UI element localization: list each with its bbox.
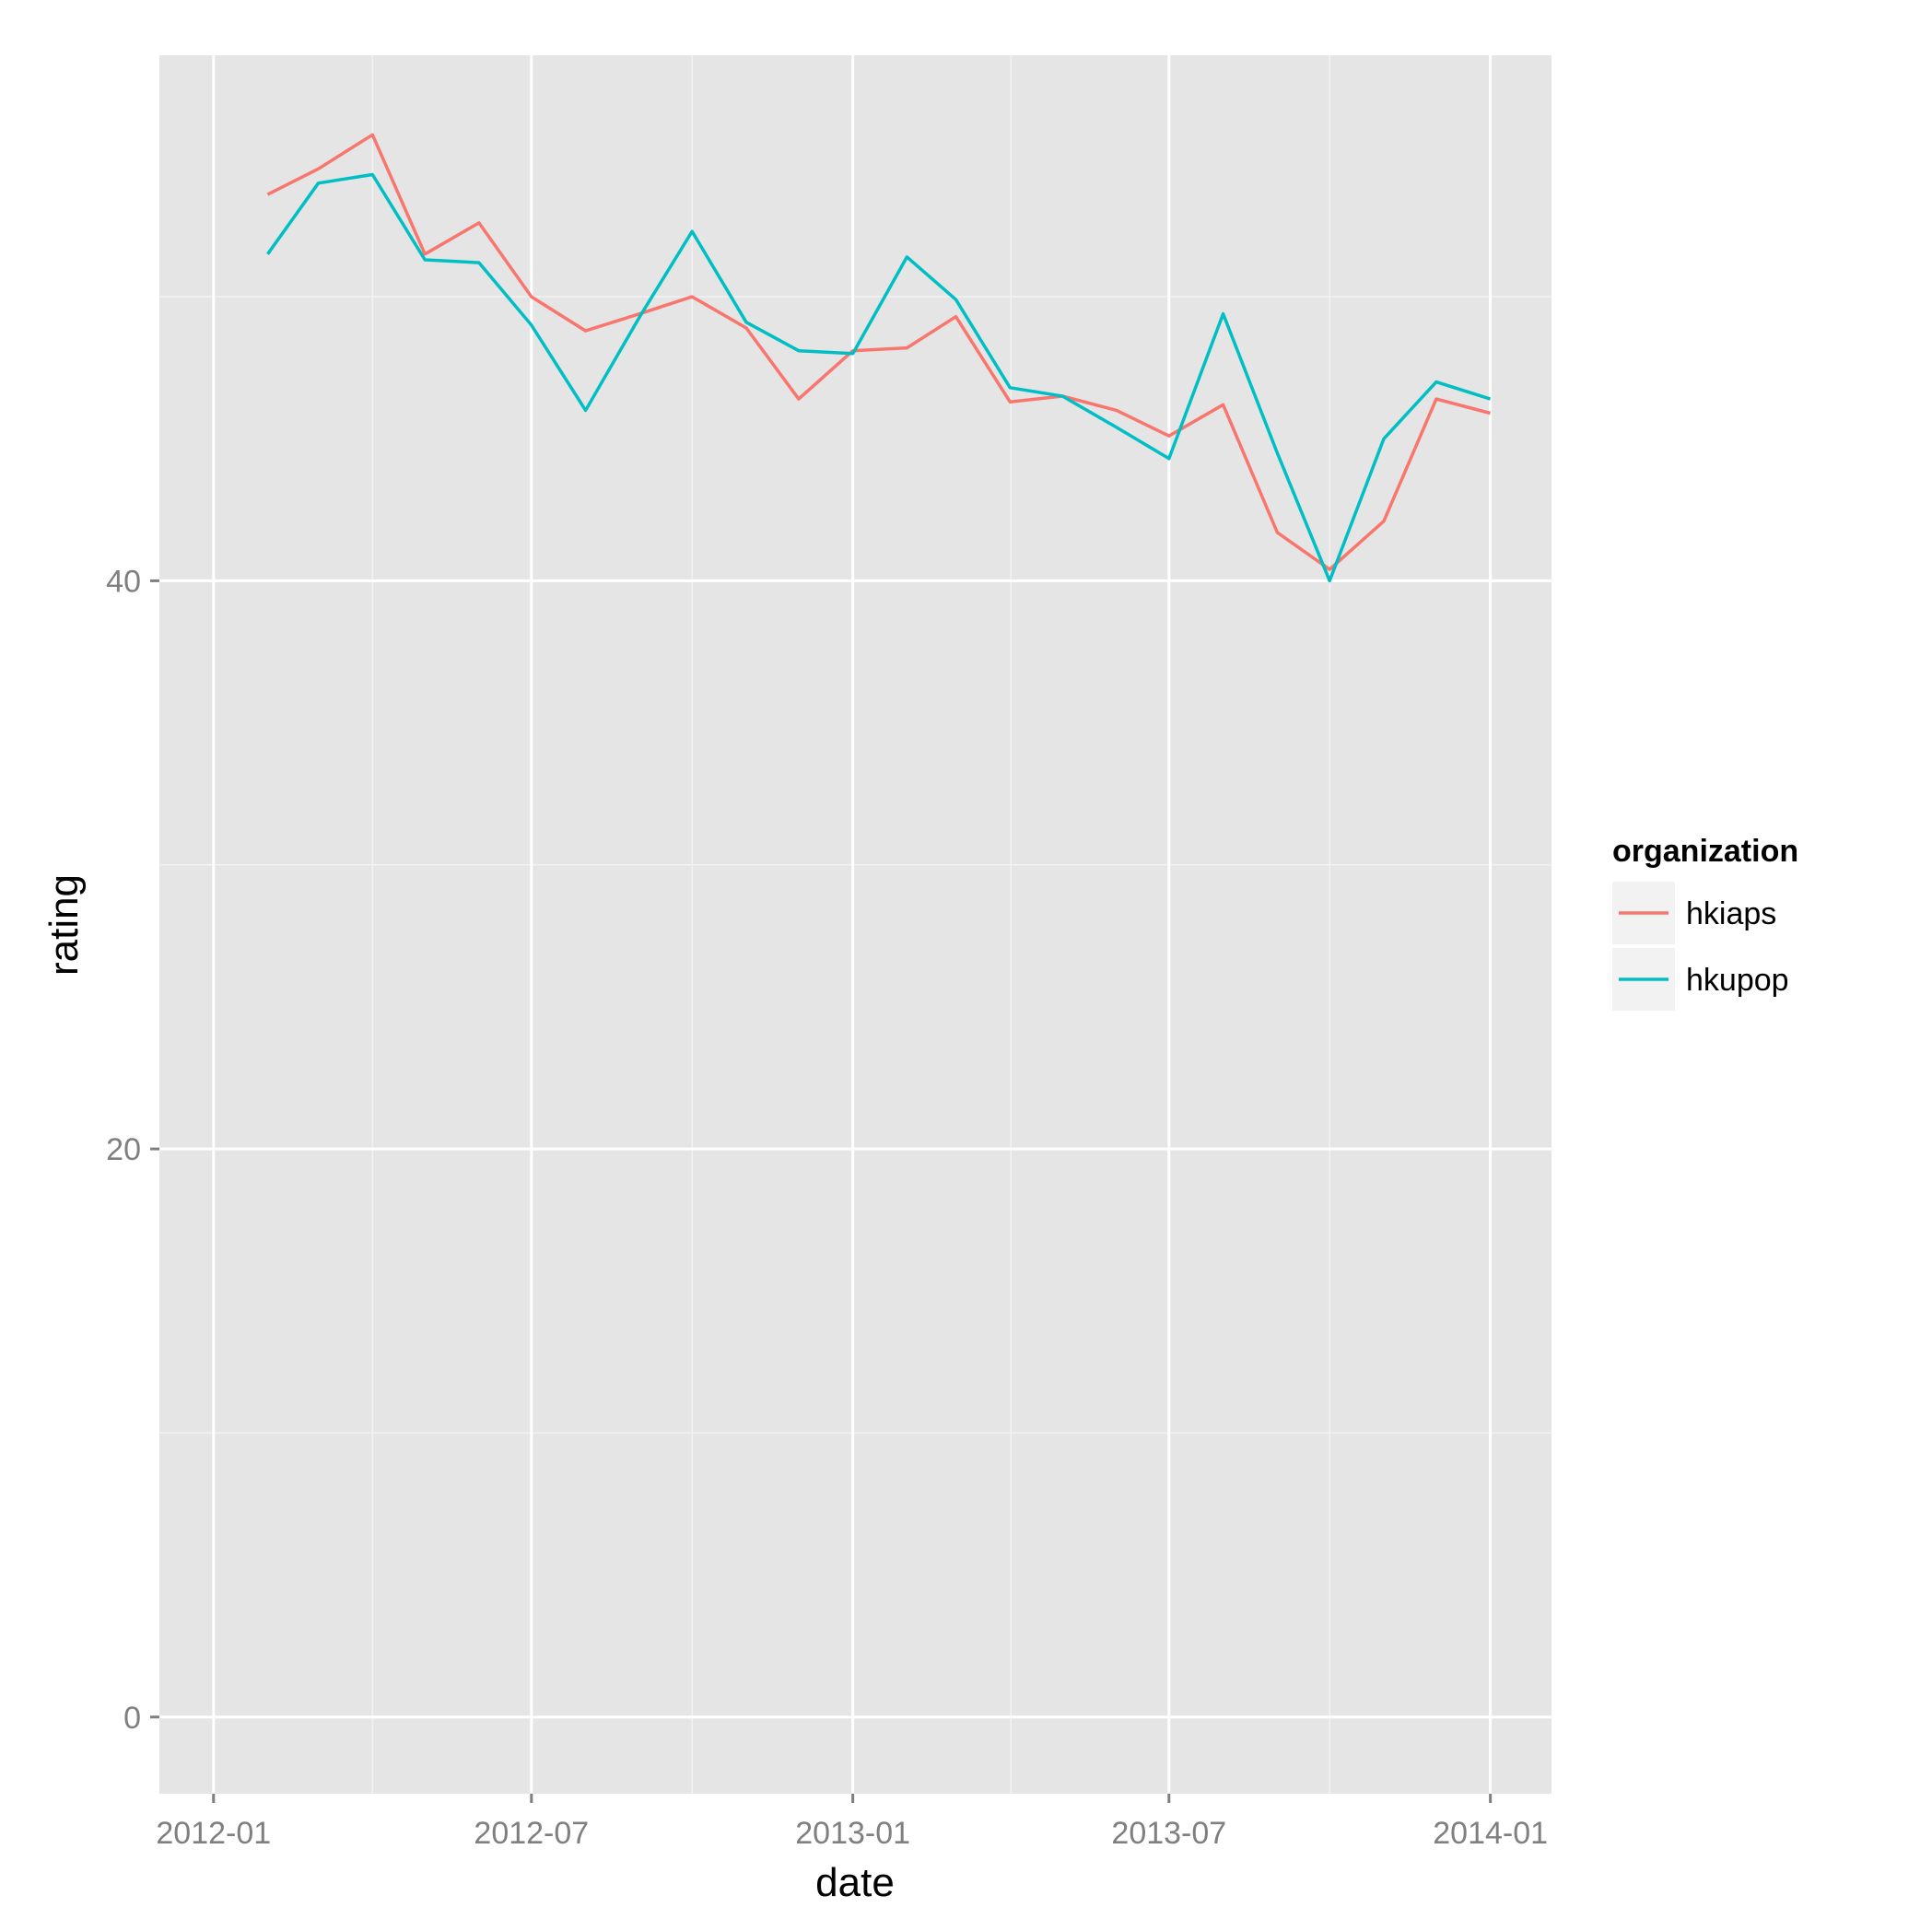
legend-items: hkiaps hkupop bbox=[1612, 882, 1789, 1011]
legend: organization hkiaps hkupop bbox=[1612, 834, 1798, 1011]
major-gridlines bbox=[159, 55, 1551, 1794]
axes: 2012-01 2012-07 2013-01 2013-07 2014-01 0 20 40 bbox=[106, 564, 1548, 1851]
y-tick-label: 0 bbox=[123, 1701, 141, 1736]
y-axis-title: rating bbox=[41, 874, 87, 976]
x-tick-label: 2012-01 bbox=[156, 1816, 271, 1851]
series-lines bbox=[266, 133, 1492, 583]
x-tick-label: 2012-07 bbox=[474, 1816, 589, 1851]
y-tick-label: 40 bbox=[106, 564, 141, 599]
legend-title: organization bbox=[1612, 834, 1798, 869]
plot-panel bbox=[159, 55, 1551, 1794]
legend-label: hkupop bbox=[1686, 963, 1789, 998]
x-axis-title: date bbox=[815, 1860, 895, 1905]
x-tick-label: 2014-01 bbox=[1433, 1816, 1548, 1851]
minor-gridlines bbox=[159, 55, 1551, 1794]
y-tick-label: 20 bbox=[106, 1132, 141, 1167]
series-line-hkiaps bbox=[266, 133, 1492, 571]
series-line-hkupop bbox=[266, 172, 1492, 583]
legend-label: hkiaps bbox=[1686, 896, 1776, 931]
x-tick-label: 2013-01 bbox=[795, 1816, 910, 1851]
x-tick-label: 2013-07 bbox=[1111, 1816, 1226, 1851]
